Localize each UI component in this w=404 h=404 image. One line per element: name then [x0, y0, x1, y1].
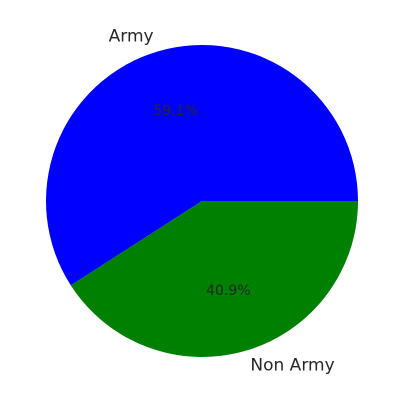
slice-label-non-army: Non Army [250, 356, 334, 376]
percent-label-army: 59.1% [153, 103, 197, 119]
pie-slice-non-army [70, 201, 358, 357]
slice-label-army: Army [109, 26, 154, 46]
pie-slice-army [45, 44, 359, 286]
percent-label-non-army: 40.9% [206, 283, 250, 299]
pie-slices [45, 44, 359, 357]
pie-labels: Army 59.1% Non Army 40.9% [109, 26, 335, 375]
